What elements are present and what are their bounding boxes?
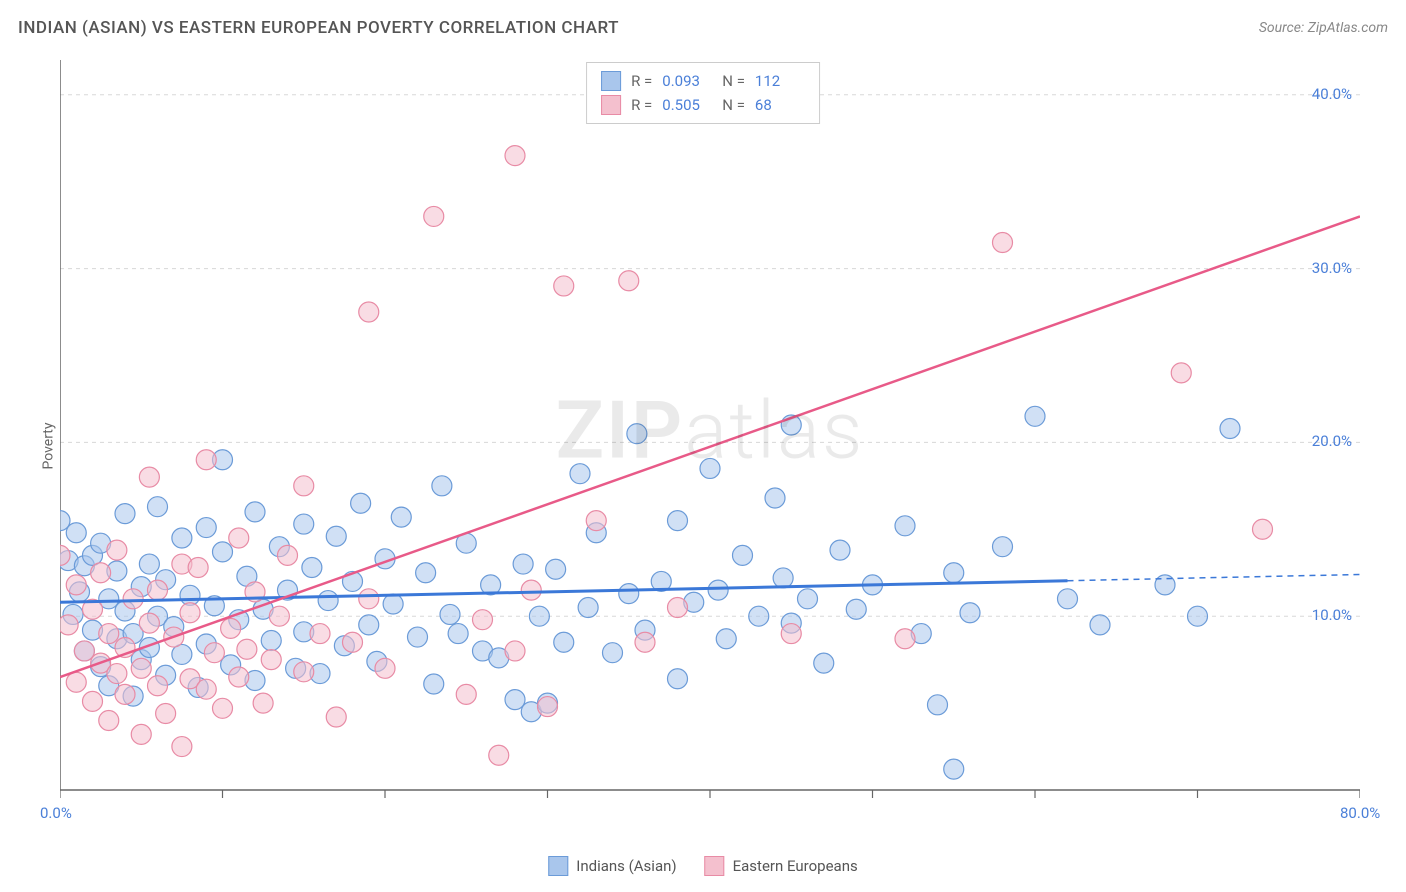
correlation-legend: R = 0.093 N = 112 R = 0.505 N = 68 — [586, 62, 820, 124]
y-tick-label: 30.0% — [1312, 259, 1352, 277]
y-tick-label: 40.0% — [1312, 85, 1352, 103]
x-tick-label: 80.0% — [1340, 804, 1380, 822]
chart-header: INDIAN (ASIAN) VS EASTERN EUROPEAN POVER… — [18, 18, 1388, 38]
legend-row-indians: R = 0.093 N = 112 — [601, 69, 805, 93]
legend-row-eastern-europeans: R = 0.505 N = 68 — [601, 93, 805, 117]
legend-label: Indians (Asian) — [576, 857, 676, 875]
swatch-pink — [601, 95, 621, 115]
y-axis-label: Poverty — [41, 422, 57, 469]
legend-item-indians: Indians (Asian) — [548, 856, 676, 876]
y-tick-label: 20.0% — [1312, 432, 1352, 450]
n-label: N = — [722, 72, 745, 90]
swatch-blue — [601, 71, 621, 91]
chart-title: INDIAN (ASIAN) VS EASTERN EUROPEAN POVER… — [18, 18, 619, 38]
r-label: R = — [631, 96, 652, 114]
source-attribution: Source: ZipAtlas.com — [1259, 20, 1388, 36]
chart-area: ZIPatlas 0.0%80.0%10.0%20.0%30.0%40.0% — [60, 60, 1360, 820]
r-value: 0.505 — [662, 96, 712, 114]
series-legend: Indians (Asian) Eastern Europeans — [548, 856, 857, 876]
n-value: 112 — [755, 72, 805, 90]
swatch-blue — [548, 856, 568, 876]
scatter-plot — [60, 60, 1360, 820]
x-tick-label: 0.0% — [40, 804, 72, 822]
legend-label: Eastern Europeans — [733, 857, 858, 875]
swatch-pink — [705, 856, 725, 876]
r-value: 0.093 — [662, 72, 712, 90]
n-value: 68 — [755, 96, 805, 114]
r-label: R = — [631, 72, 652, 90]
n-label: N = — [722, 96, 745, 114]
y-tick-label: 10.0% — [1312, 606, 1352, 624]
legend-item-eastern-europeans: Eastern Europeans — [705, 856, 858, 876]
